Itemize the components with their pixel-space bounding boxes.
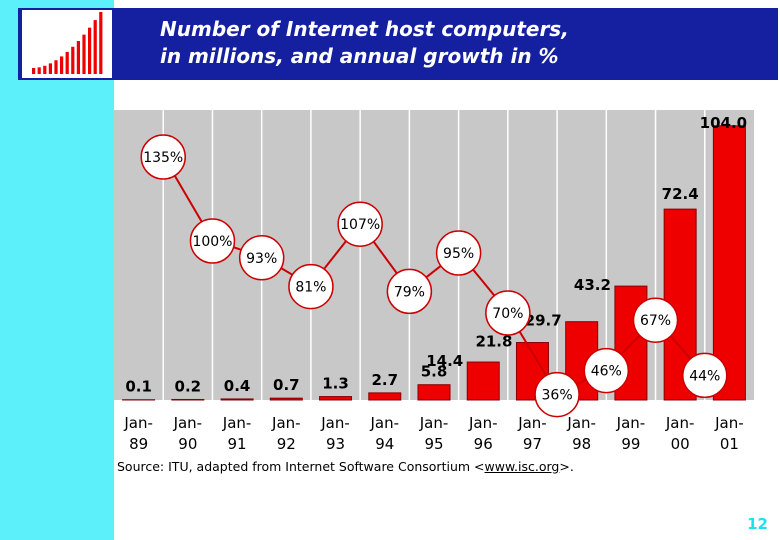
growth-label: 135% <box>143 150 183 166</box>
growth-marker <box>238 235 285 281</box>
logo-bar <box>65 51 69 74</box>
data-label: 0.7 <box>273 376 300 394</box>
growth-label: 70% <box>492 306 523 322</box>
data-label: 14.4 <box>426 352 463 370</box>
data-label: 29.7 <box>525 312 562 330</box>
x-tick-label: 91 <box>228 435 247 453</box>
growth-label: 79% <box>394 284 425 300</box>
x-tick-label: 98 <box>572 435 591 453</box>
x-tick-label: Jan- <box>566 414 596 432</box>
x-tick-label: Jan- <box>123 414 153 432</box>
x-tick-label: Jan- <box>222 414 252 432</box>
data-label: 2.7 <box>371 371 398 389</box>
x-tick-label: 94 <box>375 435 394 453</box>
page-title: Number of Internet host computers, in mi… <box>160 16 569 70</box>
growth-label: 107% <box>340 217 380 233</box>
x-tick-label: Jan- <box>468 414 498 432</box>
x-tick-label: Jan- <box>665 414 695 432</box>
x-tick-label: Jan- <box>320 414 350 432</box>
growth-marker <box>485 290 531 336</box>
logo-bar <box>43 65 47 74</box>
growth-marker <box>632 297 679 343</box>
data-label: 5.8 <box>421 363 448 381</box>
data-label: 0.4 <box>224 377 251 395</box>
logo-bar <box>60 56 64 74</box>
x-tick-label: 92 <box>277 435 296 453</box>
growth-label: 95% <box>443 246 474 262</box>
bar <box>171 398 205 401</box>
x-tick-label: Jan- <box>714 414 744 432</box>
bar <box>712 125 746 401</box>
source-link[interactable]: www.isc.org <box>484 459 560 474</box>
x-tick-label: Jan- <box>173 414 203 432</box>
x-tick-label: Jan- <box>419 414 449 432</box>
bar <box>466 361 500 401</box>
growth-marker <box>583 347 630 394</box>
title-line-1: Number of Internet host computers, <box>160 17 569 41</box>
logo-bar <box>82 34 86 74</box>
growth-label: 36% <box>542 388 573 404</box>
x-tick-label: 99 <box>621 435 640 453</box>
growth-label: 81% <box>295 280 326 296</box>
logo-bar <box>71 46 75 74</box>
x-tick-label: Jan- <box>517 414 547 432</box>
x-tick-label: 00 <box>671 435 690 453</box>
title-bar <box>18 8 778 80</box>
growth-label: 46% <box>591 364 622 380</box>
page-number: 12 <box>747 515 768 533</box>
x-tick-label: 90 <box>178 435 197 453</box>
growth-marker <box>682 352 728 399</box>
growth-label: 93% <box>246 251 277 267</box>
x-tick-label: 95 <box>424 435 443 453</box>
logo-bar <box>93 20 97 74</box>
logo-bar <box>54 60 58 74</box>
bar <box>269 397 303 401</box>
x-tick-label: 89 <box>129 435 148 453</box>
logo-bar <box>99 12 103 74</box>
growth-label: 100% <box>192 234 232 250</box>
bar-chart-icon <box>22 10 112 78</box>
x-tick-label: 97 <box>523 435 542 453</box>
logo-bar <box>88 27 92 74</box>
x-tick-label: Jan- <box>616 414 646 432</box>
x-tick-label: 96 <box>474 435 493 453</box>
logo-bar <box>32 68 36 74</box>
left-color-band <box>0 0 114 540</box>
bar <box>417 384 451 401</box>
growth-marker <box>140 134 186 180</box>
growth-marker <box>534 371 580 418</box>
data-label: 1.3 <box>322 375 349 393</box>
bar <box>319 396 353 401</box>
logo-bar <box>76 41 80 74</box>
title-line-2: in millions, and annual growth in % <box>160 44 559 68</box>
x-tick-label: Jan- <box>271 414 301 432</box>
data-label: 72.4 <box>662 185 699 203</box>
growth-marker <box>435 230 482 276</box>
source-note: Source: ITU, adapted from Internet Softw… <box>117 459 574 474</box>
data-label: 0.2 <box>175 377 202 395</box>
growth-marker <box>386 268 433 315</box>
x-tick-label: Jan- <box>369 414 399 432</box>
x-tick-label: 01 <box>720 435 739 453</box>
data-label: 104.0 <box>700 114 747 132</box>
logo-bar <box>48 63 52 74</box>
x-tick-label: 93 <box>326 435 345 453</box>
growth-marker <box>337 201 383 247</box>
data-label: 43.2 <box>574 276 611 294</box>
logo-bar <box>37 67 41 74</box>
growth-marker <box>288 263 334 310</box>
bar <box>220 398 254 401</box>
growth-marker <box>189 218 236 264</box>
bar <box>368 392 402 401</box>
source-prefix: Source: ITU, adapted from Internet Softw… <box>117 459 485 474</box>
source-suffix: >. <box>559 459 574 474</box>
growth-label: 44% <box>689 368 720 384</box>
growth-label: 67% <box>640 313 671 329</box>
data-label: 21.8 <box>475 333 512 351</box>
data-label: 0.1 <box>125 378 152 396</box>
